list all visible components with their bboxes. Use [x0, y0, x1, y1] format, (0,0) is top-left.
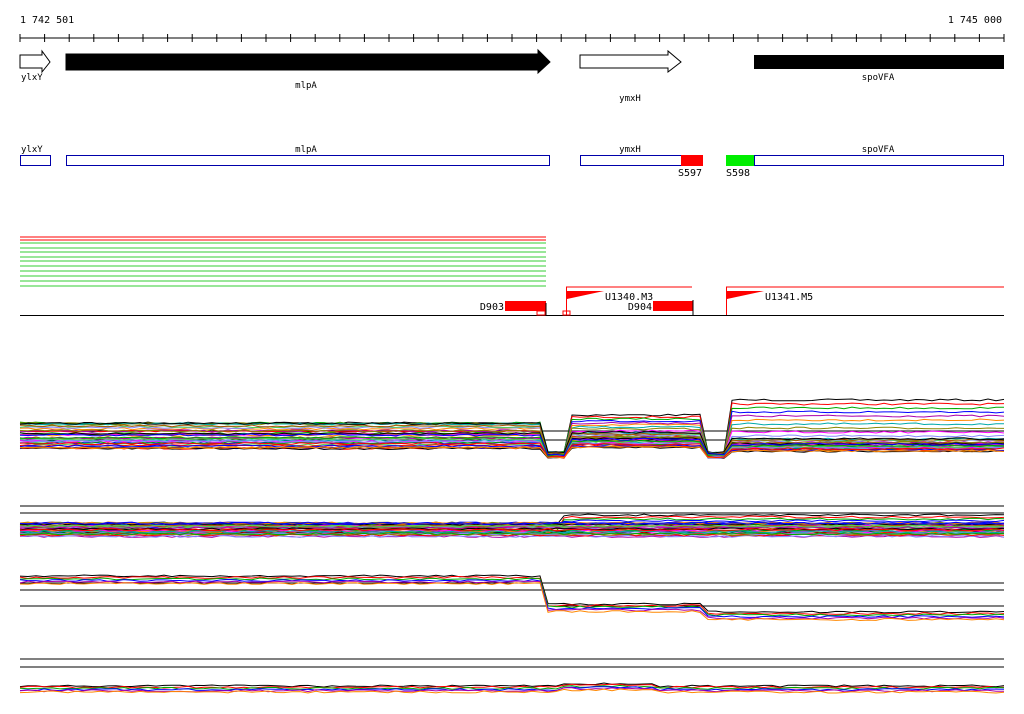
expression-series	[19, 424, 1005, 455]
feature-U1340.M3[interactable]	[567, 291, 604, 299]
start-coordinate: 1 742 501	[20, 15, 74, 26]
box-label-ylxY: ylxY	[21, 145, 43, 155]
gene-box-spoVFA[interactable]	[754, 155, 1004, 166]
expression-series	[19, 436, 1005, 457]
gene-arrow-spoVFA[interactable]	[754, 55, 1004, 69]
gene-box-track: ylxY mlpA ymxH S597 S598 spoVFA	[20, 145, 1004, 179]
feature-U1340-marker	[562, 310, 571, 316]
segment-S598[interactable]	[726, 155, 754, 166]
expression-series	[19, 442, 1005, 458]
feature-label-D903: D903	[480, 302, 504, 313]
feature-label-D904: D904	[628, 302, 652, 313]
gene-box-ylxY[interactable]	[20, 155, 51, 166]
gene-box-mlpA[interactable]	[66, 155, 550, 166]
gene-arrow-ylxY[interactable]	[19, 49, 51, 74]
expression-series	[19, 534, 1005, 538]
expression-series	[19, 577, 1005, 617]
expression-panel-3	[19, 574, 1005, 622]
expression-series	[19, 526, 1005, 530]
box-label-mlpA: mlpA	[295, 145, 317, 155]
gene-arrow-mlpA[interactable]	[65, 48, 551, 75]
feature-D903[interactable]	[505, 301, 546, 311]
transcript-lines	[20, 236, 546, 287]
expression-series	[19, 578, 1005, 619]
expression-series	[19, 532, 1005, 536]
expression-series	[19, 688, 1005, 694]
segment-label-S597: S597	[678, 168, 702, 179]
expression-series	[19, 524, 1005, 528]
gene-arrow-track: ylxY mlpA ymxH spoVFA	[19, 48, 1004, 104]
expression-series	[19, 582, 1005, 622]
expression-series	[19, 575, 1005, 615]
expression-panel-4	[19, 658, 1005, 694]
expression-series	[19, 521, 1005, 525]
feature-label-U1340.M3: U1340.M3	[605, 292, 653, 303]
feature-D903-marker	[536, 310, 546, 316]
segment-label-S598: S598	[726, 168, 750, 179]
ruler-ticks	[19, 34, 1005, 42]
end-coordinate: 1 745 000	[948, 15, 1002, 26]
feature-D904[interactable]	[653, 301, 693, 311]
expression-series	[19, 530, 1005, 534]
box-label-spoVFA: spoVFA	[862, 145, 895, 155]
transcript-track: D903 U1340.M3 D904 U1341.M5	[20, 236, 1004, 316]
expression-series	[19, 686, 1005, 692]
expression-series	[19, 574, 1005, 614]
expression-series	[19, 437, 1004, 457]
expression-series	[19, 683, 1005, 689]
expression-series	[19, 433, 1005, 457]
expression-series	[19, 439, 1005, 458]
gene-label-spoVFA: spoVFA	[862, 73, 895, 83]
expression-series	[19, 532, 1005, 536]
feature-label-U1341.M5: U1341.M5	[765, 292, 813, 303]
gene-label-ymxH: ymxH	[619, 94, 641, 104]
gene-arrow-ymxH[interactable]	[579, 49, 682, 74]
expression-panel-2	[19, 505, 1005, 538]
expression-series	[19, 425, 1005, 455]
expression-series	[19, 682, 1005, 688]
expression-series	[19, 528, 1005, 532]
gene-label-mlpA: mlpA	[295, 81, 317, 91]
expression-series	[19, 445, 1005, 459]
expression-panel-1	[19, 398, 1005, 459]
expression-series	[19, 421, 1005, 454]
gene-label-ylxY: ylxY	[21, 73, 43, 83]
coordinate-ruler: 1 742 501 1 745 000	[19, 15, 1005, 42]
box-label-ymxH: ymxH	[619, 145, 641, 155]
expression-series	[19, 429, 1005, 456]
expression-series	[19, 580, 1005, 620]
feature-U1341.M5[interactable]	[727, 291, 764, 299]
segment-S597[interactable]	[681, 155, 703, 166]
